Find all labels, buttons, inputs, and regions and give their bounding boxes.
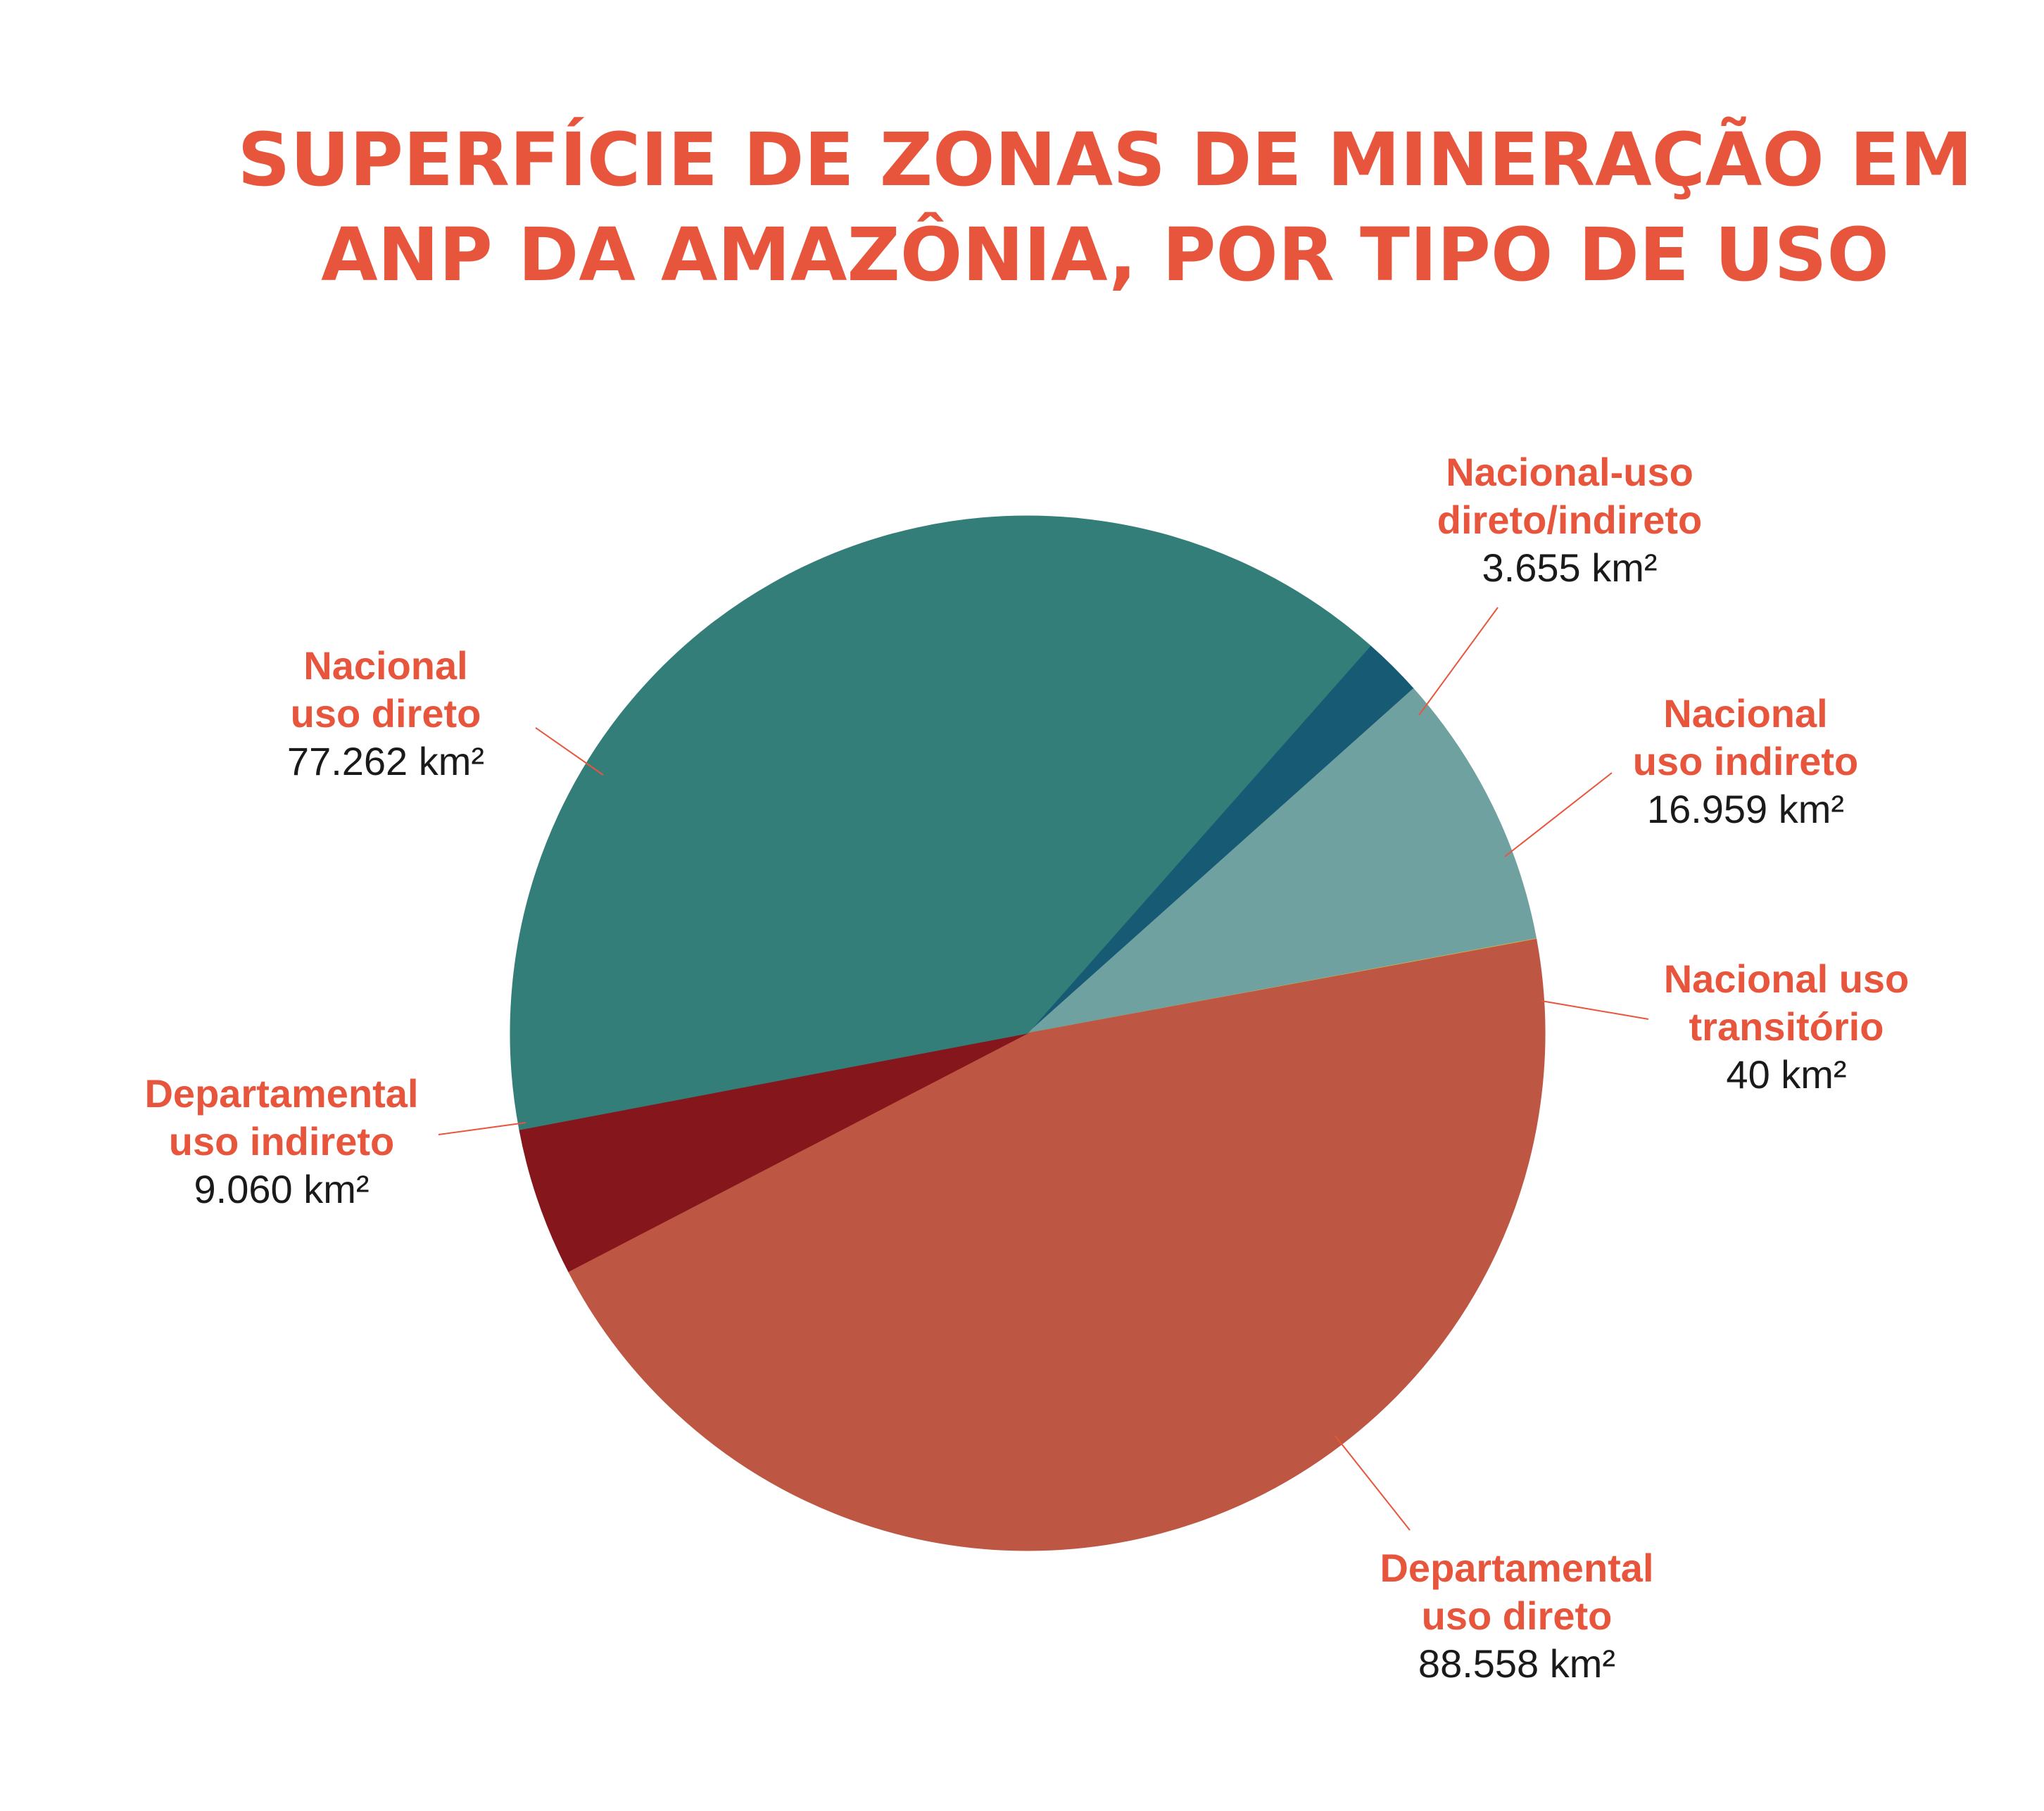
leader-line-departamental-uso-indireto: [438, 1122, 526, 1135]
slice-value-label-nacional-uso-transitorio: 40 km²: [1726, 1052, 1846, 1097]
slice-label-line-nacional-uso-indireto-0: Nacional: [1663, 691, 1827, 736]
pie-slice-departamental-uso-indireto: [519, 1033, 1028, 1273]
chart-title-line-1: SUPERFÍCIE DE ZONAS DE MINERAÇÃO EM: [237, 117, 1973, 203]
slice-label-line-departamental-uso-indireto-1: uso indireto: [169, 1119, 394, 1163]
chart-title-line-2: ANP DA AMAZÔNIA, POR TIPO DE USO: [321, 212, 1889, 298]
slice-label-line-nacional-uso-indireto-1: uso indireto: [1633, 739, 1858, 783]
slice-value-label-nacional-uso-direto-indireto: 3.655 km²: [1482, 545, 1658, 590]
leader-line-nacional-uso-indireto: [1504, 772, 1613, 857]
slice-label-line-nacional-uso-direto-indireto-0: Nacional-uso: [1446, 450, 1693, 494]
leader-line-departamental-uso-direto: [1335, 1435, 1411, 1531]
slice-value-label-nacional-uso-direto: 77.262 km²: [287, 739, 484, 783]
slice-label-line-departamental-uso-direto-1: uso direto: [1422, 1594, 1613, 1638]
leader-line-nacional-uso-transitorio: [1541, 1000, 1649, 1020]
slice-label-line-nacional-uso-transitorio-0: Nacional uso: [1664, 957, 1910, 1001]
pie-slice-departamental-uso-direto: [567, 938, 1546, 1551]
slice-value-label-departamental-uso-direto: 88.558 km²: [1418, 1641, 1615, 1686]
slice-label-line-departamental-uso-direto-0: Departamental: [1380, 1546, 1653, 1590]
slice-label-line-nacional-uso-direto-indireto-1: direto/indireto: [1437, 498, 1702, 542]
pie-slices: [510, 515, 1546, 1551]
slice-label-line-nacional-uso-direto-1: uso direto: [291, 691, 481, 736]
leader-lines: [438, 607, 1649, 1531]
slice-label-line-nacional-uso-direto-0: Nacional: [303, 643, 467, 688]
pie-slice-nacional-uso-direto: [510, 515, 1371, 1130]
slice-value-label-departamental-uso-indireto: 9.060 km²: [194, 1167, 370, 1211]
slice-value-label-nacional-uso-indireto: 16.959 km²: [1647, 787, 1844, 831]
pie-slice-nacional-uso-indireto: [1026, 688, 1537, 1034]
leader-line-nacional-uso-direto-indireto: [1418, 607, 1499, 716]
leader-line-nacional-uso-direto: [535, 727, 604, 776]
slice-label-line-nacional-uso-transitorio-1: transitório: [1689, 1004, 1884, 1049]
slice-label-line-departamental-uso-indireto-0: Departamental: [144, 1071, 418, 1116]
